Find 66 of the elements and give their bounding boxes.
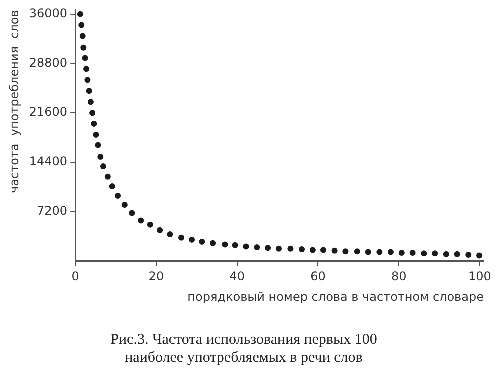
point [138, 218, 144, 224]
text: Рис.3. Частота использования первых 100 наиболее употребляемых в речи слов [110, 332, 378, 366]
point [454, 251, 460, 258]
point [109, 183, 116, 190]
point [122, 202, 128, 208]
point [320, 247, 326, 254]
point [83, 66, 90, 72]
point [129, 210, 136, 216]
point [265, 245, 272, 252]
point [410, 250, 416, 256]
point [98, 154, 104, 160]
point [178, 234, 185, 241]
point [95, 142, 102, 148]
point [476, 252, 483, 259]
point [310, 247, 316, 254]
point [88, 99, 94, 106]
point [432, 250, 438, 257]
point [199, 239, 206, 245]
y-tick-label: 7200 [37, 204, 68, 218]
x-axis-title: порядковый номер слова в частотном словаре [188, 290, 484, 304]
y-axis-title: частота употребления слов [7, 10, 22, 194]
point [82, 55, 88, 62]
point [90, 110, 96, 116]
x-tick-label: 80 [391, 270, 407, 284]
point [86, 88, 92, 94]
point [332, 248, 338, 254]
point [421, 250, 428, 257]
point [80, 33, 86, 40]
y-tick-label: 21600 [29, 105, 68, 120]
point [222, 242, 228, 248]
point [78, 22, 85, 28]
point [91, 121, 98, 128]
point [232, 242, 238, 248]
y-tick-label: 14400 [29, 154, 68, 169]
point [376, 249, 383, 256]
point [167, 231, 174, 238]
point [77, 11, 84, 18]
point [104, 174, 111, 180]
x-tick-label: 60 [310, 270, 326, 284]
point [342, 248, 349, 255]
point [80, 44, 87, 51]
point [443, 251, 450, 258]
point [365, 249, 372, 256]
y-tick-label: 36000 [29, 6, 68, 20]
x-tick-label: 100 [468, 270, 492, 284]
point [100, 164, 106, 170]
point [157, 227, 164, 234]
point [243, 244, 250, 250]
point [288, 246, 294, 252]
point [210, 240, 216, 246]
point [299, 246, 306, 253]
point [115, 193, 122, 200]
x-tick-label: 20 [148, 270, 164, 284]
point [276, 246, 282, 252]
point [189, 236, 196, 243]
point [388, 249, 394, 256]
point [93, 132, 100, 138]
point [466, 252, 472, 258]
point [354, 248, 360, 255]
x-tick-label: 0 [72, 270, 80, 284]
point [84, 77, 91, 84]
point [254, 244, 260, 250]
x-tick-label: 40 [230, 270, 245, 284]
point [147, 222, 154, 228]
point [398, 250, 405, 256]
y-tick-label: 28800 [29, 56, 68, 70]
